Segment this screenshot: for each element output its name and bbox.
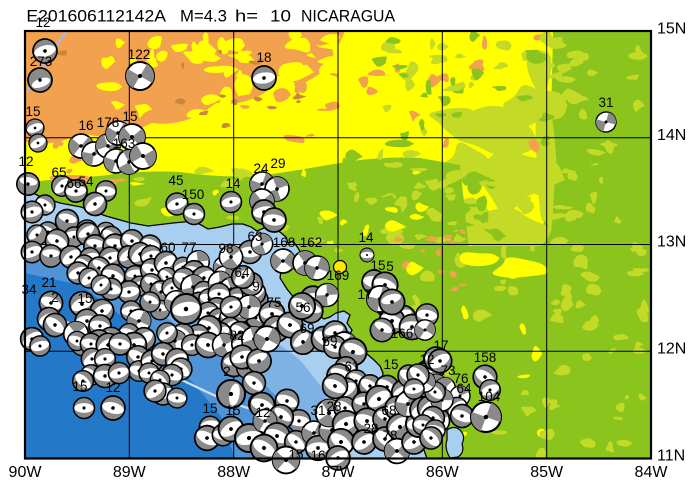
svg-text:34: 34 [21,282,37,297]
svg-text:122: 122 [128,47,151,62]
svg-text:78: 78 [382,428,397,443]
svg-text:82: 82 [229,328,244,343]
svg-text:12: 12 [35,15,50,30]
svg-text:14: 14 [225,176,241,191]
svg-text:9: 9 [252,279,260,294]
svg-text:14: 14 [358,230,374,245]
svg-text:M=4.3: M=4.3 [180,7,227,26]
svg-text:63: 63 [247,229,262,244]
svg-text:2: 2 [51,290,59,305]
svg-text:16: 16 [310,448,325,463]
svg-text:21: 21 [41,275,56,290]
svg-text:12: 12 [105,380,120,395]
svg-text:64: 64 [234,265,250,280]
svg-text:h=: h= [235,7,258,26]
svg-text:85W: 85W [530,464,564,481]
svg-text:15N: 15N [657,21,686,38]
svg-text:31: 31 [310,403,325,418]
svg-text:168: 168 [273,235,296,250]
svg-text:45: 45 [168,173,183,188]
svg-text:166: 166 [391,326,414,341]
svg-text:68: 68 [381,403,396,418]
svg-text:15: 15 [370,258,385,273]
svg-text:66: 66 [66,176,81,191]
svg-text:12: 12 [18,154,33,169]
svg-text:273: 273 [30,54,53,69]
svg-text:104: 104 [478,389,501,404]
svg-text:NICARAGUA: NICARAGUA [301,7,396,26]
svg-text:13N: 13N [657,234,686,251]
svg-text:11N: 11N [657,448,685,465]
svg-text:17: 17 [357,287,372,302]
svg-text:28: 28 [363,421,378,436]
svg-text:75: 75 [266,295,281,310]
svg-text:15: 15 [72,379,87,394]
svg-text:2: 2 [223,364,231,379]
svg-text:15: 15 [383,357,398,372]
svg-text:24: 24 [253,161,269,176]
svg-text:77: 77 [181,240,196,255]
svg-text:15: 15 [122,109,137,124]
svg-text:89W: 89W [113,464,147,481]
svg-text:16: 16 [78,118,93,133]
svg-text:12: 12 [255,405,270,420]
svg-text:150: 150 [182,187,205,202]
svg-text:64: 64 [456,381,472,396]
svg-text:87W: 87W [322,464,356,481]
svg-text:31: 31 [598,95,613,110]
svg-text:86W: 86W [426,464,460,481]
svg-text:61: 61 [344,359,359,374]
svg-text:73: 73 [440,363,455,378]
svg-text:15: 15 [202,401,217,416]
svg-text:10: 10 [270,7,291,26]
svg-text:84W: 84W [635,464,669,481]
svg-text:28: 28 [326,399,341,414]
svg-text:69: 69 [322,334,337,349]
svg-text:15: 15 [225,403,240,418]
svg-text:15: 15 [288,447,303,462]
svg-text:18: 18 [256,50,271,65]
svg-text:76: 76 [453,371,468,386]
svg-text:14N: 14N [657,127,686,144]
svg-text:163: 163 [113,136,136,151]
svg-text:E201606112142A: E201606112142A [26,7,166,26]
svg-text:169: 169 [327,268,350,283]
svg-text:65: 65 [51,165,66,180]
svg-text:15: 15 [25,104,40,119]
svg-text:56: 56 [295,300,310,315]
svg-text:60: 60 [160,240,175,255]
svg-text:90W: 90W [9,464,43,481]
svg-text:69: 69 [299,321,314,336]
svg-text:162: 162 [300,235,323,250]
svg-text:12: 12 [419,352,434,367]
svg-text:158: 158 [474,350,497,365]
svg-text:98: 98 [218,241,233,256]
svg-text:5: 5 [386,259,394,274]
svg-text:88W: 88W [217,464,251,481]
svg-text:15: 15 [77,291,92,306]
svg-text:29: 29 [270,156,285,171]
svg-text:17: 17 [433,338,448,353]
svg-text:54: 54 [78,174,94,189]
svg-text:12N: 12N [657,341,686,358]
svg-text:178: 178 [97,115,120,130]
